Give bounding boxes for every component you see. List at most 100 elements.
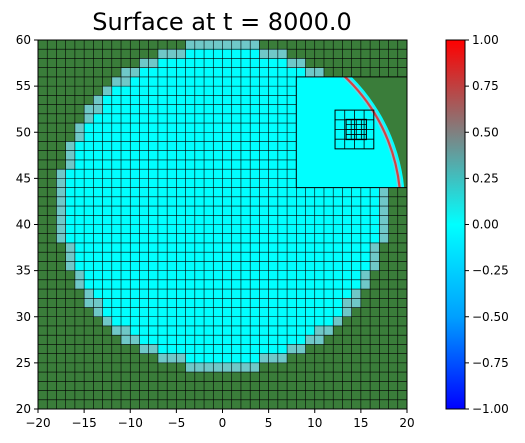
refined-patch-level-2 (295, 76, 407, 189)
water-cell (157, 95, 168, 105)
water-cell (157, 224, 168, 234)
water-cell (277, 196, 288, 207)
water-cell (240, 261, 251, 271)
water-cell (259, 289, 269, 299)
water-cell (250, 316, 260, 326)
water-cell (139, 289, 149, 299)
water-cell (157, 279, 168, 290)
water-cell (157, 215, 168, 225)
water-cell (102, 261, 112, 271)
water-cell (130, 307, 140, 317)
water-cell (148, 86, 158, 96)
water-cell (65, 187, 75, 197)
water-cell (268, 252, 278, 262)
water-cell (93, 169, 103, 179)
y-tick-label: 30 (16, 310, 31, 324)
water-cell (360, 196, 371, 207)
water-cell (213, 150, 223, 160)
water-cell (157, 178, 168, 188)
water-cell (305, 261, 315, 271)
water-cell (250, 224, 260, 234)
water-cell (287, 76, 297, 87)
water-cell (167, 270, 177, 280)
water-cell (111, 150, 122, 160)
water-cell (287, 215, 297, 225)
water-cell (222, 76, 232, 87)
water-cell (139, 307, 149, 317)
water-cell (121, 113, 131, 124)
water-cell (148, 270, 158, 280)
water-cell (277, 252, 288, 262)
water-cell (157, 206, 168, 216)
water-cell (213, 233, 223, 243)
water-cell (167, 215, 177, 225)
water-cell (231, 95, 241, 105)
water-cell (240, 95, 251, 105)
water-cell (231, 289, 241, 299)
water-cell (323, 196, 334, 207)
chart-title: Surface at t = 8000.0 (92, 8, 352, 36)
water-cell (111, 187, 122, 197)
water-cell (176, 233, 186, 243)
shoreline-cell (56, 224, 66, 234)
water-cell (370, 224, 380, 234)
water-cell (74, 178, 85, 188)
shoreline-cell (379, 233, 389, 243)
water-cell (370, 196, 380, 207)
water-cell (121, 178, 131, 188)
water-cell (323, 215, 334, 225)
water-cell (121, 279, 131, 290)
water-cell (74, 159, 85, 170)
water-cell (102, 196, 112, 207)
water-cell (259, 316, 269, 326)
water-cell (222, 270, 232, 280)
water-cell (231, 215, 241, 225)
water-cell (93, 187, 103, 197)
patch-border (345, 118, 367, 141)
water-cell (121, 187, 131, 197)
water-cell (130, 252, 140, 262)
water-cell (287, 206, 297, 216)
shoreline-cell (296, 58, 306, 68)
shoreline-cell (379, 206, 389, 216)
water-cell (231, 159, 241, 170)
water-cell (148, 187, 158, 197)
water-cell (259, 233, 269, 243)
water-cell (268, 206, 278, 216)
water-cell (222, 344, 232, 354)
water-cell (342, 233, 352, 243)
water-cell (204, 132, 214, 142)
water-cell (277, 316, 288, 326)
water-cell (176, 206, 186, 216)
water-cell (222, 316, 232, 326)
water-cell (259, 279, 269, 290)
water-cell (84, 132, 94, 142)
water-cell (167, 307, 177, 317)
water-cell (222, 169, 232, 179)
water-cell (314, 289, 324, 299)
water-cell (213, 178, 223, 188)
water-cell (194, 233, 205, 243)
water-cell (314, 252, 324, 262)
water-cell (84, 141, 94, 151)
water-cell (185, 252, 195, 262)
water-cell (250, 141, 260, 151)
water-cell (250, 298, 260, 308)
water-cell (213, 298, 223, 308)
patch-border (334, 109, 375, 150)
water-cell (259, 141, 269, 151)
water-cell (213, 76, 223, 87)
water-cell (121, 261, 131, 271)
water-cell (148, 159, 158, 170)
water-cell (277, 335, 288, 345)
water-cell (268, 104, 278, 114)
water-cell (121, 289, 131, 299)
water-cell (167, 169, 177, 179)
shoreline-cell (268, 353, 278, 363)
water-cell (167, 325, 177, 336)
water-cell (139, 95, 149, 105)
water-cell (84, 261, 94, 271)
water-cell (296, 307, 306, 317)
water-cell (204, 233, 214, 243)
shoreline-cell (157, 49, 168, 59)
